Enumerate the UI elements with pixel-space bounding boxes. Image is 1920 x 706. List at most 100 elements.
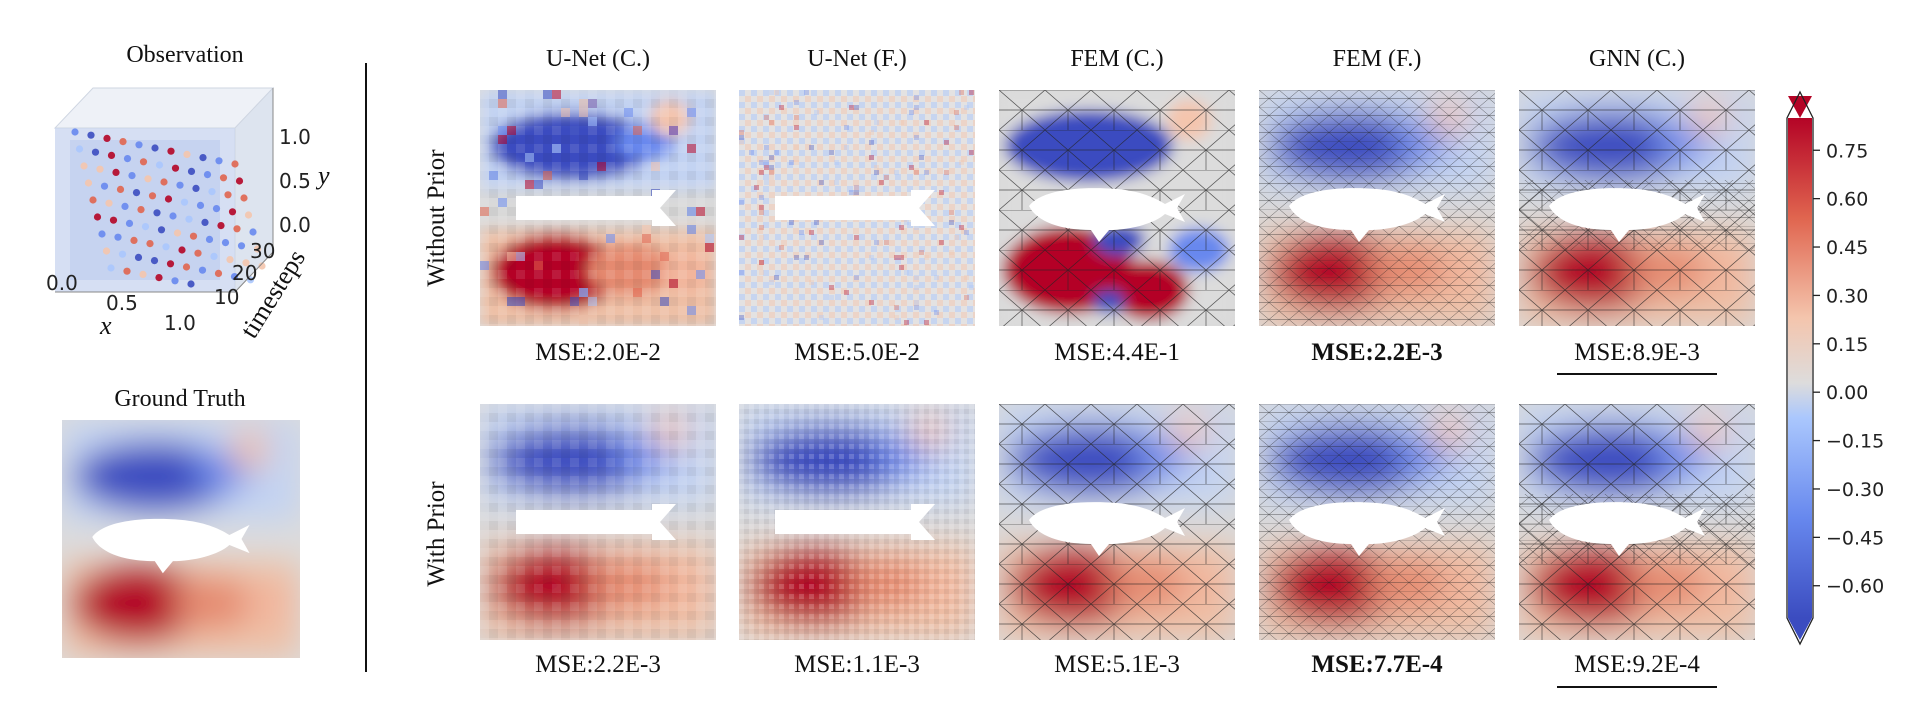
observation-point bbox=[187, 167, 196, 175]
colorbar-tick-label: 0.00 bbox=[1826, 382, 1868, 404]
column-headers: U-Net (C.) U-Net (F.) FEM (C.) FEM (F.) … bbox=[546, 46, 1685, 72]
observation-point bbox=[91, 148, 100, 156]
observation-point bbox=[84, 179, 93, 187]
colorbar-tick-label: 0.60 bbox=[1826, 189, 1868, 211]
mse-label-second: MSE:8.9E-3 bbox=[1574, 339, 1700, 366]
mse-label: MSE:4.4E-1 bbox=[1054, 339, 1180, 366]
observation-point bbox=[121, 202, 129, 210]
colorbar-gradient bbox=[1788, 118, 1812, 618]
observation-point bbox=[183, 150, 191, 158]
z-tick-label: 30 bbox=[250, 239, 275, 263]
colorbar-tick-label: 0.15 bbox=[1826, 334, 1868, 356]
observation-point bbox=[116, 185, 125, 193]
mse-label-best: MSE:2.2E-3 bbox=[1311, 339, 1442, 366]
observation-y-ticks: 1.0 0.5 0.0 y bbox=[279, 125, 330, 237]
observation-x-ticks: 0.0 0.5 1.0 x bbox=[46, 271, 196, 340]
observation-point bbox=[134, 253, 143, 261]
observation-point bbox=[253, 245, 262, 253]
observation-point bbox=[226, 256, 234, 264]
row-label: With Prior bbox=[423, 481, 450, 587]
observation-point bbox=[148, 192, 157, 200]
observation-point bbox=[242, 259, 250, 267]
observation-point bbox=[233, 225, 241, 233]
panel-fem-f-row-1 bbox=[1259, 90, 1495, 326]
panel-u-net-f-row-1 bbox=[739, 90, 975, 326]
observation-point bbox=[100, 182, 109, 190]
observation-point bbox=[237, 242, 246, 250]
mse-label: MSE:5.0E-2 bbox=[794, 339, 920, 366]
column-header: FEM (F.) bbox=[1333, 46, 1422, 72]
observation-point bbox=[80, 162, 88, 170]
observation-point bbox=[155, 274, 163, 282]
observation-point bbox=[118, 250, 127, 258]
observation-point bbox=[155, 161, 164, 169]
mse-label: MSE:2.2E-3 bbox=[535, 651, 661, 678]
observation-point bbox=[231, 160, 239, 168]
observation-point bbox=[192, 184, 200, 192]
observation-point bbox=[196, 201, 205, 209]
observation-point bbox=[180, 198, 189, 206]
observation-point bbox=[228, 208, 237, 216]
observation-point bbox=[128, 172, 136, 180]
mse-label-second: MSE:9.2E-4 bbox=[1574, 651, 1700, 678]
observation-point bbox=[141, 223, 150, 231]
observation-point bbox=[224, 191, 232, 199]
observation-point bbox=[96, 165, 104, 173]
colorbar-extend-top bbox=[1788, 96, 1812, 118]
observation-ylabel: y bbox=[315, 161, 330, 190]
panel-fem-c-row-2 bbox=[999, 404, 1235, 640]
observation-point bbox=[164, 195, 173, 203]
observation-point bbox=[198, 266, 207, 274]
column-header: U-Net (F.) bbox=[807, 46, 906, 72]
observation-point bbox=[107, 151, 116, 159]
colorbar-tick-label: −0.45 bbox=[1826, 527, 1884, 549]
observation-point bbox=[208, 188, 216, 196]
column-header: GNN (C.) bbox=[1589, 46, 1685, 72]
observation-point bbox=[244, 211, 253, 219]
observation-point bbox=[210, 252, 218, 260]
z-tick-label: 10 bbox=[214, 285, 239, 309]
mse-label-best: MSE:7.7E-4 bbox=[1311, 651, 1443, 678]
observation-point bbox=[160, 178, 168, 186]
observation-point bbox=[137, 206, 145, 214]
observation-point bbox=[146, 240, 154, 248]
column-header: FEM (C.) bbox=[1070, 46, 1163, 72]
observation-point bbox=[123, 155, 132, 163]
panel-gnn-c-row-2 bbox=[1519, 404, 1755, 640]
observation-point bbox=[217, 222, 225, 230]
observation-point bbox=[71, 128, 79, 136]
observation-point bbox=[150, 257, 159, 265]
panel-u-net-c-row-1 bbox=[480, 90, 716, 326]
observation-points bbox=[71, 128, 266, 288]
y-tick-label: 0.5 bbox=[279, 169, 311, 193]
observation-point bbox=[139, 270, 147, 278]
panel-gnn-c-row-1 bbox=[1519, 90, 1755, 326]
observation-point bbox=[109, 216, 118, 224]
observation-point bbox=[112, 168, 120, 176]
observation-point bbox=[173, 229, 182, 237]
observation-point bbox=[102, 247, 111, 255]
ground-truth-plot: Ground Truth bbox=[62, 386, 300, 658]
x-tick-label: 1.0 bbox=[164, 311, 196, 335]
observation-point bbox=[182, 263, 191, 271]
observation-point bbox=[119, 138, 127, 146]
colorbar-tick-label: 0.45 bbox=[1826, 237, 1868, 259]
observation-point bbox=[249, 228, 257, 236]
panel-u-net-c-row-2 bbox=[480, 404, 716, 640]
observation-point bbox=[230, 273, 239, 281]
observation-point bbox=[98, 230, 106, 238]
observation-point bbox=[139, 158, 148, 166]
prediction-grid bbox=[480, 90, 1755, 640]
observation-point bbox=[205, 235, 214, 243]
observation-point bbox=[105, 199, 113, 207]
x-tick-label: 0.5 bbox=[106, 291, 138, 315]
observation-point bbox=[187, 280, 195, 288]
row-labels: Without Prior With Prior bbox=[423, 149, 450, 587]
observation-point bbox=[189, 232, 198, 240]
panel-u-net-f-row-2 bbox=[739, 404, 975, 640]
observation-point bbox=[151, 144, 159, 152]
observation-point bbox=[219, 174, 228, 182]
observation-point bbox=[166, 260, 175, 268]
observation-title: Observation bbox=[126, 42, 243, 68]
